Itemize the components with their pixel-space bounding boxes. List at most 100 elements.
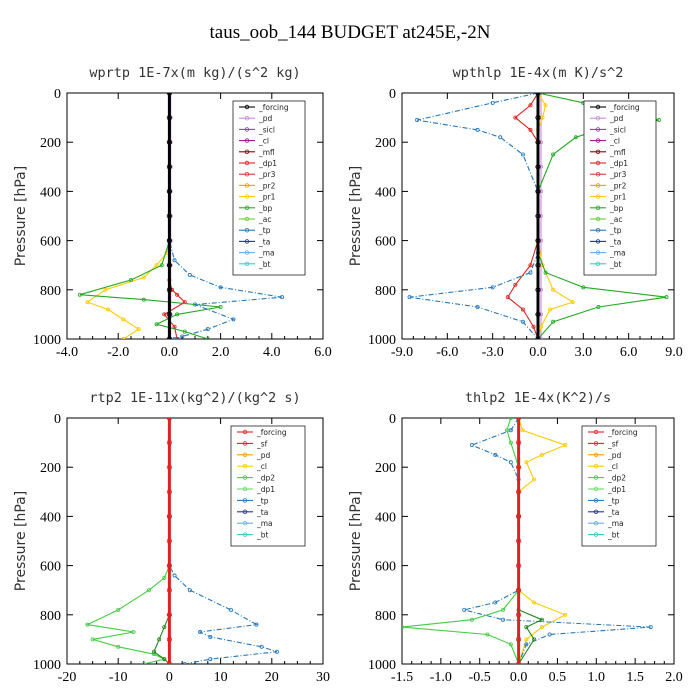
series-point_dp1 (531, 324, 536, 329)
series-point_forcing (166, 213, 172, 219)
x-tick-label: -2.0 (107, 345, 129, 360)
series-point_forcing (515, 538, 522, 544)
legend-label: _dp2 (607, 474, 626, 483)
y-tick-label: 800 (375, 609, 396, 624)
legend-label: _pr3 (258, 170, 276, 179)
series-point_forcing (166, 636, 172, 643)
x-tick-label: 0.0 (510, 670, 528, 685)
series-point_tp (508, 428, 513, 433)
series-point_dp1 (528, 103, 533, 108)
series-point_dp1 (513, 282, 518, 287)
series-point_dp2 (162, 657, 167, 662)
series-point_tp (208, 657, 213, 662)
legend-label: _tp (607, 496, 620, 505)
series-point_forcing (166, 612, 172, 618)
y-tick-label: 200 (375, 136, 396, 151)
y-tick-label: 400 (40, 185, 61, 200)
series-point_cl (539, 452, 544, 457)
series-point_tp (528, 270, 533, 275)
series-point_cl (563, 443, 568, 448)
series-point_forcing (535, 115, 541, 121)
series-line_tp (409, 93, 539, 339)
y-tick-label: 600 (40, 560, 61, 575)
legend-marker (242, 475, 248, 480)
legend-label: _forcing (256, 428, 287, 437)
series-point_tp (648, 625, 653, 630)
legend-label: _pr2 (258, 181, 276, 190)
series-point_forcing (166, 587, 172, 593)
series-point_forcing (166, 311, 172, 317)
series-point_dp1 (520, 307, 525, 312)
series-line_pr1 (537, 93, 575, 339)
legend-marker (244, 216, 250, 222)
series-point_cl (520, 428, 525, 433)
x-tick-label: 0 (166, 670, 173, 685)
series-point_tp (182, 662, 187, 664)
legend-marker (593, 532, 599, 537)
x-tick-label: -3.0 (482, 345, 504, 360)
series-point_forcing (515, 661, 522, 664)
legend-label: _dp1 (609, 159, 628, 168)
series-point_pr1 (551, 287, 556, 292)
legend-label: _bp (609, 204, 624, 213)
series-point_bp (573, 135, 578, 140)
y-axis-label: Pressure [hPa] (348, 166, 364, 266)
series-point_dp2 (157, 637, 162, 642)
series-point_forcing (166, 562, 172, 569)
legend-label: _ta (609, 237, 621, 246)
legend-marker (595, 160, 601, 166)
y-axis-label: Pressure [hPa] (13, 491, 29, 591)
legend-marker (242, 532, 248, 537)
series-point_forcing (535, 164, 541, 170)
x-tick-label: 1.0 (588, 670, 606, 685)
series-point_tp (498, 135, 503, 140)
series-point_tp (205, 327, 210, 332)
x-tick-label: -9.0 (391, 345, 413, 360)
series-point_forcing (515, 489, 522, 495)
legend-label: _forcing (607, 428, 638, 437)
legend-marker (244, 227, 250, 233)
legend-marker (244, 104, 250, 110)
series-point_bp (175, 312, 180, 317)
series-point_dp1 (152, 652, 157, 657)
y-tick-label: 1000 (368, 658, 396, 673)
legend-label: _cl (256, 462, 267, 471)
x-tick-label: 6.0 (620, 345, 638, 360)
legend-marker (242, 486, 248, 492)
series-point_bp (159, 263, 164, 268)
legend-label: _pd (607, 451, 622, 460)
x-tick-label: 30 (316, 670, 330, 685)
legend-marker (244, 183, 250, 188)
x-tick-label: 9.0 (665, 345, 683, 360)
series-point_tp (493, 452, 498, 457)
series-point_forcing (535, 213, 541, 219)
legend-label: _mfl (609, 148, 626, 157)
series-point_tp (231, 317, 236, 322)
series-point_tp (493, 600, 498, 605)
legend-label: _bt (258, 260, 271, 269)
legend-label: _ta (256, 508, 268, 517)
series-point_forcing (166, 115, 172, 121)
series-point_dp1 (402, 625, 404, 630)
legend-marker (595, 216, 601, 222)
legend-label: _cl (607, 462, 618, 471)
series-point_pr1 (105, 307, 110, 312)
legend-label: _dp1 (607, 485, 626, 494)
series-point_tp (172, 258, 177, 263)
series-point_tp (462, 607, 467, 612)
series-point_dp1 (172, 324, 177, 329)
legend-label: _ma (609, 249, 626, 258)
legend-label: _ta (258, 237, 270, 246)
chart-panel-2: wpthlp 1E-4x(m K)/s^2 Pressure [hPa] -9.0 -… (348, 65, 683, 360)
series-point_tp (415, 118, 420, 123)
legend-marker (244, 239, 250, 244)
y-tick-label: 1000 (33, 333, 61, 348)
series-point_bp (205, 337, 210, 339)
series-point_tp (490, 285, 495, 290)
legend-label: _tp (258, 226, 271, 235)
series-point_dp2 (162, 625, 167, 630)
series-group (77, 93, 285, 339)
legend-label: _pd (258, 114, 273, 123)
series-point_dp1 (175, 292, 180, 297)
